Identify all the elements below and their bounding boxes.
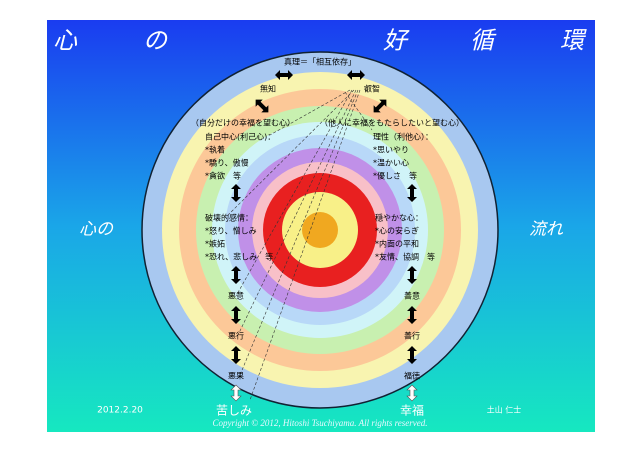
- left-wish: （自分だけの幸福を望む心）: [191, 118, 295, 128]
- step: 悪果: [228, 372, 244, 381]
- text-line: 理性（利他心）：: [373, 132, 433, 142]
- title-char: 環: [560, 27, 587, 55]
- title-char: 心: [53, 27, 78, 55]
- step: 悪行: [228, 331, 244, 341]
- text-line: *優しさ 等: [373, 171, 417, 181]
- ignorance: 無知: [260, 84, 276, 94]
- title-char: 循: [470, 27, 497, 55]
- text-line: *貪欲 等: [205, 171, 241, 181]
- text-line: *心の安らぎ: [375, 226, 419, 236]
- rings: [141, 51, 499, 409]
- text-line: 破壊的感情：: [205, 213, 253, 223]
- text-line: *温かい心: [373, 159, 409, 168]
- title-char: 好: [383, 27, 410, 55]
- author: 土山 仁士: [487, 405, 522, 415]
- text-line: *驕り、傲慢: [205, 158, 249, 168]
- copyright: Copyright © 2012, Hitoshi Tsuchiyama. Al…: [212, 418, 427, 428]
- step: 善行: [404, 331, 420, 341]
- step: 悪意: [228, 291, 244, 301]
- text-line: 自己中心(利己心)：: [205, 132, 275, 142]
- right-wish: （他人に幸福をもたらしたいと望む心）: [320, 118, 464, 128]
- wisdom: 叡智: [364, 84, 380, 94]
- result: 苦しみ: [216, 404, 252, 418]
- side-label: 心の: [79, 220, 114, 240]
- left-mind: 自己中心(利己心)： *執着 *驕り、傲慢 *貪欲 等: [205, 132, 275, 181]
- dashed-lines: [224, 89, 373, 401]
- text-line: *嫉妬: [205, 239, 225, 249]
- right-emotion: 穏やかな心： *心の安らぎ *内面の平和 *友情、協調 等: [375, 213, 435, 262]
- truth: 真理＝「相互依存」: [284, 57, 356, 67]
- step: 善意: [404, 291, 420, 301]
- left-emotion: 破壊的感情： *怒り、憎しみ *嫉妬 *恐れ、悲しみ 等: [205, 213, 273, 262]
- text-line: *執着: [205, 145, 225, 155]
- right-mind: 理性（利他心）： *思いやり *温かい心 *優しさ 等: [373, 132, 433, 181]
- date: 2012.2.20: [97, 406, 143, 416]
- text-line: *思いやり: [373, 146, 409, 155]
- title-char: の: [143, 27, 169, 55]
- text-line: 穏やかな心：: [375, 213, 423, 223]
- text-line: *友情、協調 等: [375, 252, 435, 262]
- text-line: *怒り、憎しみ: [205, 226, 257, 236]
- result: 幸福: [400, 403, 424, 418]
- step: 福徳: [404, 371, 420, 381]
- text-line: *恐れ、悲しみ 等: [205, 252, 273, 262]
- text-line: *内面の平和: [375, 239, 419, 249]
- side-label: 流れ: [529, 220, 564, 240]
